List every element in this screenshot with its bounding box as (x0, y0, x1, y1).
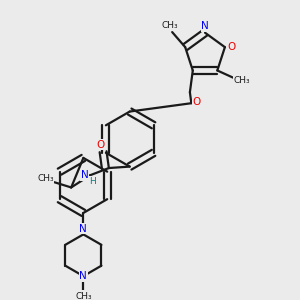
Text: N: N (201, 21, 209, 32)
Text: O: O (192, 97, 201, 107)
Text: N: N (81, 170, 89, 180)
Text: CH₃: CH₃ (75, 292, 92, 300)
Text: H: H (89, 177, 96, 186)
Text: CH₃: CH₃ (38, 174, 54, 183)
Text: CH₃: CH₃ (234, 76, 250, 85)
Text: N: N (80, 224, 87, 234)
Text: CH₃: CH₃ (161, 21, 178, 30)
Text: O: O (227, 42, 236, 52)
Text: N: N (80, 271, 87, 281)
Text: O: O (97, 140, 105, 150)
